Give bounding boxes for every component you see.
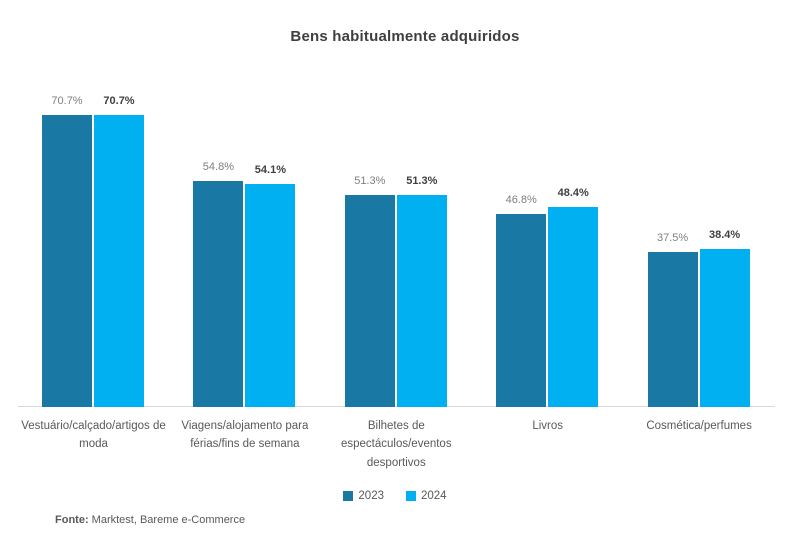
x-axis-line [18, 406, 775, 407]
legend-label-2023: 2023 [358, 490, 384, 502]
plot-area: 70.7% 70.7% Vestuário/calçado/artigos de m… [18, 70, 775, 469]
value-label-2024: 54.1% [254, 164, 286, 176]
bar-group: 54.8% 54.1% Viagens/alojamento para férias… [169, 70, 320, 450]
bar-group: 51.3% 51.3% Bilhetes de espectáculos/event… [321, 70, 472, 469]
category-label: Cosmética/perfumes [646, 420, 752, 432]
value-label-2024: 38.4% [708, 229, 741, 241]
category-label: Livros [532, 420, 564, 432]
bar-2024: 70.7% [94, 95, 144, 407]
value-label-2024: 51.3% [406, 175, 438, 187]
bar-2023: 37.5% [647, 232, 698, 407]
value-label-2023: 37.5% [656, 232, 689, 244]
source-note: Fonte: Marktest, Bareme e-Commerce [55, 514, 245, 526]
bar-2023: 70.7% [42, 95, 92, 407]
bar-2024: 48.4% [548, 187, 599, 407]
category-label: Bilhetes de espectáculos/eventos desport… [340, 420, 452, 469]
bar-group: 70.7% 70.7% Vestuário/calçado/artigos de m… [18, 70, 169, 450]
legend-item-2023: 2023 [343, 490, 384, 502]
bar-group: 46.8% 48.4% Livros [472, 70, 623, 432]
bar-2023: 46.8% [496, 194, 547, 407]
category-label: Vestuário/calçado/artigos de moda [21, 420, 166, 451]
source-label: Fonte: [55, 514, 89, 526]
bar-2023: 54.8% [193, 161, 244, 407]
legend: 2023 2024 [0, 490, 790, 502]
bar-2024: 54.1% [245, 164, 296, 407]
value-label-2023: 46.8% [505, 194, 537, 206]
value-label-2023: 54.8% [202, 161, 234, 173]
legend-swatch-2024 [406, 491, 416, 501]
bar-2023: 51.3% [344, 175, 395, 407]
bar-2024: 51.3% [396, 175, 447, 407]
chart-title: Bens habitualmente adquiridos [290, 28, 520, 45]
legend-swatch-2023 [343, 491, 354, 501]
legend-item-2024: 2024 [406, 490, 447, 502]
value-label-2023: 70.7% [51, 95, 83, 107]
value-label-2024: 70.7% [103, 95, 135, 107]
value-label-2024: 48.4% [557, 187, 589, 199]
bar-group: 37.5% 38.4% Cosmética/perfumes [624, 70, 775, 432]
source-text: Marktest, Bareme e-Commerce [88, 514, 246, 526]
legend-label-2024: 2024 [421, 490, 447, 502]
value-label-2023: 51.3% [354, 175, 386, 187]
bar-2024: 38.4% [699, 229, 750, 407]
category-label: Viagens/alojamento para férias/fins de s… [181, 420, 309, 451]
